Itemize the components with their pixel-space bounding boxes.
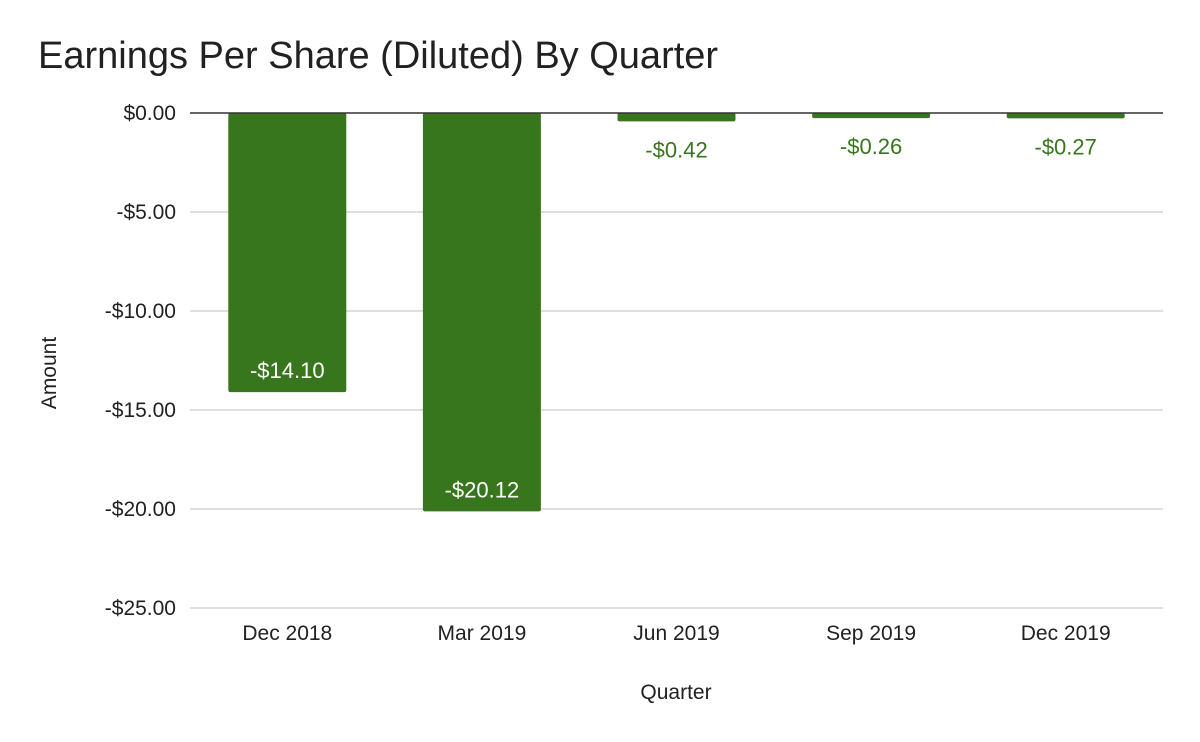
y-tick-label: -$25.00 (105, 597, 176, 620)
y-tick-label: $0.00 (123, 102, 176, 125)
gridlines (190, 211, 1163, 609)
bar (228, 113, 347, 393)
x-tick-label: Dec 2018 (242, 622, 332, 645)
y-tick-label: -$15.00 (105, 399, 176, 422)
bars (228, 113, 1125, 512)
data-label: -$14.10 (250, 358, 325, 383)
data-label: -$0.42 (645, 137, 707, 162)
data-labels: -$14.10 -$20.12 -$0.42 -$0.26 -$0.27 (250, 134, 1097, 502)
y-axis-label: Amount (38, 337, 61, 410)
x-tick-label: Mar 2019 (438, 622, 527, 645)
bar (1006, 113, 1125, 119)
x-axis-label: Quarter (640, 681, 711, 704)
data-label: -$20.12 (445, 477, 520, 502)
y-tick-label: -$10.00 (105, 300, 176, 323)
x-tick-label: Dec 2019 (1021, 622, 1111, 645)
data-label: -$0.26 (840, 134, 902, 159)
y-axis-ticks: $0.00 -$5.00 -$10.00 -$15.00 -$20.00 -$25.00 (105, 102, 176, 620)
x-tick-label: Jun 2019 (633, 622, 719, 645)
chart-title: Earnings Per Share (Diluted) By Quarter (38, 35, 718, 77)
x-tick-label: Sep 2019 (826, 622, 916, 645)
bar (422, 113, 541, 512)
x-axis-ticks: Dec 2018 Mar 2019 Jun 2019 Sep 2019 Dec 2019 (242, 622, 1110, 645)
data-label: -$0.27 (1035, 134, 1097, 159)
y-tick-label: -$20.00 (105, 498, 176, 521)
y-tick-label: -$5.00 (116, 201, 176, 224)
bar (812, 113, 931, 119)
bar (617, 113, 736, 122)
